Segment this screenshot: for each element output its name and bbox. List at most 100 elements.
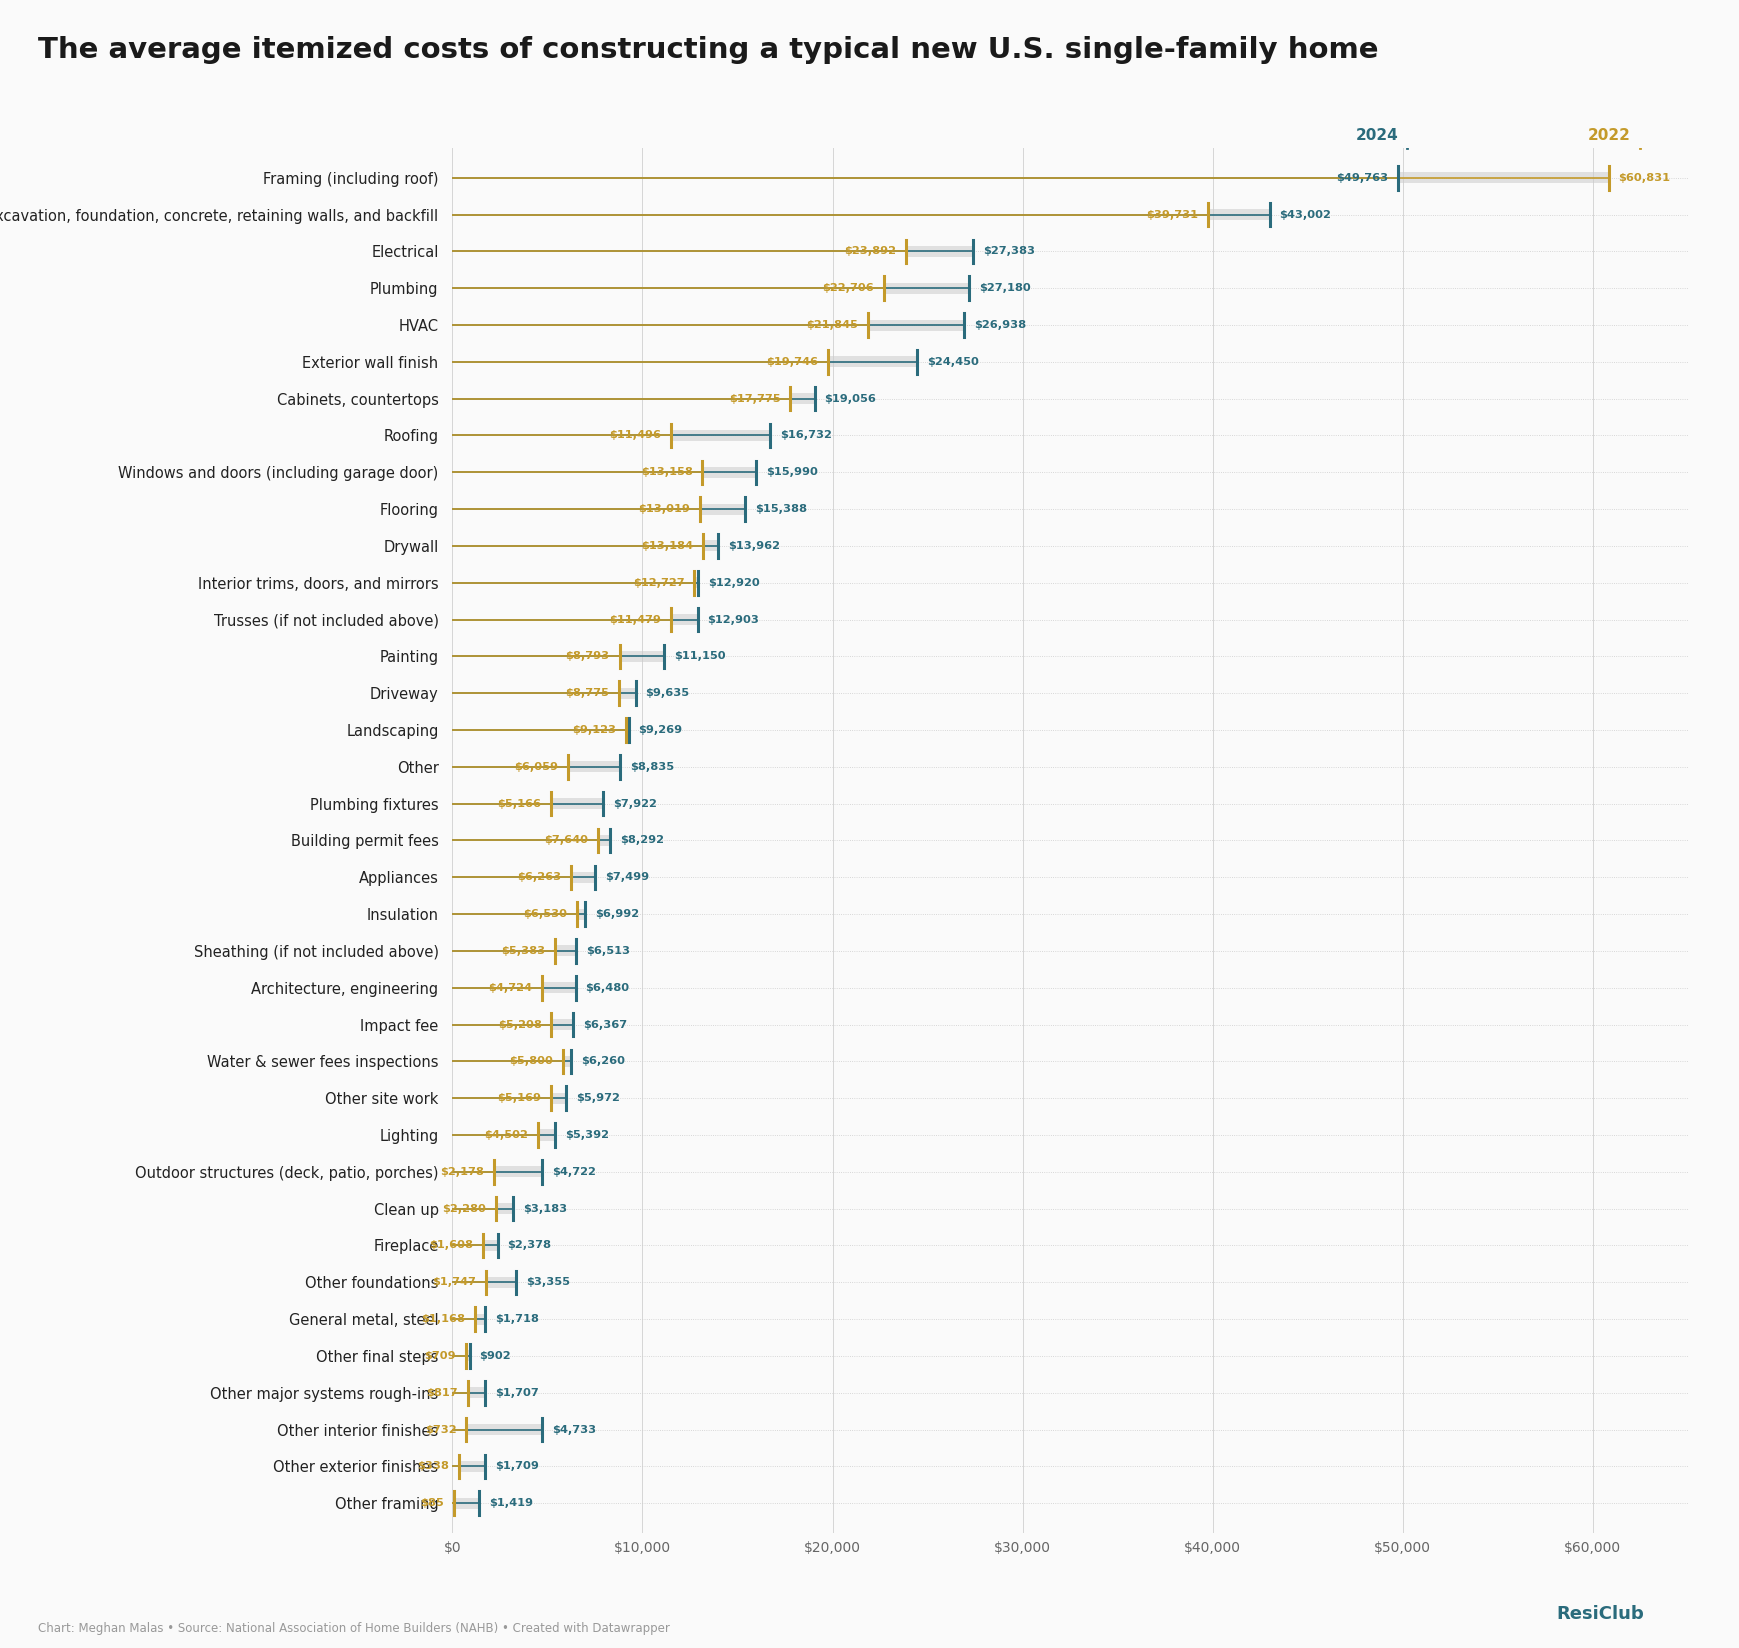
Text: $21,845: $21,845 xyxy=(805,320,857,330)
Text: $27,180: $27,180 xyxy=(979,283,1029,293)
Text: $1,168: $1,168 xyxy=(421,1313,464,1323)
Text: $16,732: $16,732 xyxy=(779,430,831,440)
Text: $9,123: $9,123 xyxy=(572,725,616,735)
Text: $709: $709 xyxy=(424,1351,456,1361)
Bar xyxy=(619,651,664,662)
Text: $27,383: $27,383 xyxy=(983,247,1035,257)
Text: $60,831: $60,831 xyxy=(1617,173,1669,183)
Text: $1,709: $1,709 xyxy=(494,1462,539,1472)
Bar xyxy=(576,908,584,920)
Text: $85: $85 xyxy=(421,1498,443,1508)
Text: $15,990: $15,990 xyxy=(765,468,817,478)
Text: $2,178: $2,178 xyxy=(440,1167,483,1177)
Text: $13,019: $13,019 xyxy=(638,504,690,514)
Text: $11,479: $11,479 xyxy=(609,615,661,625)
Text: $5,800: $5,800 xyxy=(508,1056,553,1066)
Bar xyxy=(1398,173,1607,183)
Bar xyxy=(596,836,610,845)
Text: $4,722: $4,722 xyxy=(551,1167,595,1177)
Text: $4,502: $4,502 xyxy=(483,1131,527,1140)
Bar xyxy=(567,761,621,773)
Text: $4,733: $4,733 xyxy=(551,1424,596,1434)
Bar xyxy=(790,394,814,404)
Text: Chart: Meghan Malas • Source: National Association of Home Builders (NAHB) • Cre: Chart: Meghan Malas • Source: National A… xyxy=(38,1622,670,1635)
Bar xyxy=(485,1277,516,1287)
Text: $43,002: $43,002 xyxy=(1278,209,1330,219)
Text: $24,450: $24,450 xyxy=(927,358,979,368)
Text: $4,724: $4,724 xyxy=(489,982,532,992)
Text: $26,938: $26,938 xyxy=(974,320,1026,330)
Text: $9,269: $9,269 xyxy=(638,725,682,735)
Bar xyxy=(828,356,916,368)
Text: $11,150: $11,150 xyxy=(673,651,725,661)
Text: $1,608: $1,608 xyxy=(430,1241,473,1251)
Text: $7,922: $7,922 xyxy=(612,799,656,809)
Text: $23,892: $23,892 xyxy=(843,247,896,257)
Text: $902: $902 xyxy=(480,1351,511,1361)
Bar xyxy=(619,687,635,699)
Bar xyxy=(550,1093,565,1104)
Bar xyxy=(906,246,972,257)
Text: $8,775: $8,775 xyxy=(565,689,609,699)
Text: $8,835: $8,835 xyxy=(630,761,675,771)
Text: $2,378: $2,378 xyxy=(508,1241,551,1251)
Text: 2024: 2024 xyxy=(1355,129,1398,143)
Text: $6,530: $6,530 xyxy=(522,910,567,920)
Text: $5,383: $5,383 xyxy=(501,946,544,956)
Text: $9,635: $9,635 xyxy=(645,689,689,699)
Bar xyxy=(883,283,969,293)
Text: $732: $732 xyxy=(424,1424,456,1434)
Text: $8,793: $8,793 xyxy=(565,651,609,661)
Bar xyxy=(1207,209,1269,221)
Text: $5,166: $5,166 xyxy=(496,799,541,809)
Bar xyxy=(570,872,595,883)
Bar xyxy=(466,1424,543,1435)
Text: $5,208: $5,208 xyxy=(497,1020,541,1030)
Text: $12,920: $12,920 xyxy=(708,578,760,588)
Text: $6,263: $6,263 xyxy=(516,872,562,882)
Text: $5,972: $5,972 xyxy=(576,1093,619,1103)
Text: $8,292: $8,292 xyxy=(619,836,664,845)
Text: $6,367: $6,367 xyxy=(583,1020,628,1030)
Text: $338: $338 xyxy=(417,1462,449,1472)
Text: The average itemized costs of constructing a typical new U.S. single-family home: The average itemized costs of constructi… xyxy=(38,36,1377,64)
Bar xyxy=(555,946,576,956)
Text: 2022: 2022 xyxy=(1588,129,1629,143)
Bar xyxy=(550,798,603,809)
Text: $6,059: $6,059 xyxy=(513,761,558,771)
Bar xyxy=(496,1203,513,1215)
Bar xyxy=(468,1388,485,1398)
Text: $39,731: $39,731 xyxy=(1144,209,1196,219)
Text: $13,962: $13,962 xyxy=(727,541,779,550)
Bar xyxy=(562,1056,570,1066)
Text: $7,499: $7,499 xyxy=(605,872,649,882)
Bar xyxy=(537,1129,555,1140)
Text: $19,746: $19,746 xyxy=(765,358,817,368)
Text: $1,419: $1,419 xyxy=(489,1498,532,1508)
Bar xyxy=(626,725,628,735)
Text: $11,496: $11,496 xyxy=(609,430,661,440)
Text: $817: $817 xyxy=(426,1388,457,1398)
Text: ResiClub: ResiClub xyxy=(1556,1605,1643,1623)
Text: $17,775: $17,775 xyxy=(729,394,779,404)
Text: $49,763: $49,763 xyxy=(1336,173,1388,183)
Text: $3,183: $3,183 xyxy=(522,1203,567,1213)
Bar xyxy=(494,1167,543,1177)
Bar xyxy=(454,1498,478,1508)
Text: $5,392: $5,392 xyxy=(565,1131,609,1140)
Text: $22,706: $22,706 xyxy=(823,283,873,293)
Text: $12,903: $12,903 xyxy=(708,615,758,625)
Bar xyxy=(483,1239,497,1251)
Text: $7,640: $7,640 xyxy=(543,836,588,845)
Bar xyxy=(459,1460,485,1472)
Text: $13,184: $13,184 xyxy=(640,541,692,550)
Bar xyxy=(671,430,770,442)
Bar xyxy=(466,1350,470,1361)
Text: $6,480: $6,480 xyxy=(584,982,630,992)
Bar xyxy=(703,541,718,552)
Text: $2,280: $2,280 xyxy=(442,1203,485,1213)
Bar xyxy=(868,320,963,331)
Text: $5,169: $5,169 xyxy=(496,1093,541,1103)
Text: $6,260: $6,260 xyxy=(581,1056,624,1066)
Text: $12,727: $12,727 xyxy=(633,578,683,588)
